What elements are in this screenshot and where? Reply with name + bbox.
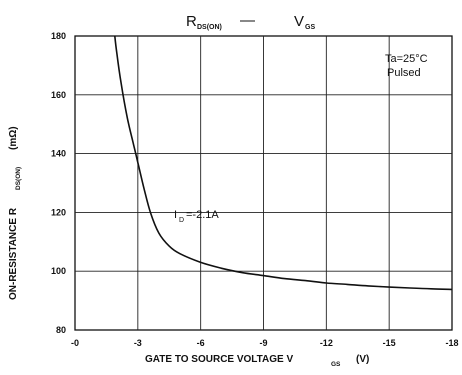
- grid-lines: [75, 36, 452, 330]
- y-axis-label: ON-RESISTANCE R: [8, 207, 19, 300]
- x-axis-label-subscript: GS: [331, 361, 341, 368]
- x-tick-label: -9: [259, 338, 267, 348]
- annotation-conditions: Ta=25°C Pulsed: [385, 53, 428, 79]
- y-axis-label-subscript: DS(ON): [15, 167, 22, 190]
- x-tick-label: -0: [71, 338, 79, 348]
- x-tick-label: -18: [445, 338, 458, 348]
- y-tick-labels: 80 100 120 140 160 180: [51, 31, 66, 335]
- y-tick-label: 160: [51, 90, 66, 100]
- x-tick-label: -6: [197, 338, 205, 348]
- x-axis-label: GATE TO SOURCE VOLTAGE V: [145, 354, 293, 365]
- annotation-pulsed: Pulsed: [387, 67, 421, 79]
- annotation-current-value: =-2.1A: [186, 209, 219, 221]
- annotation-current-subscript: D: [179, 217, 184, 224]
- chart-title-r-subscript: DS(ON): [197, 24, 222, 31]
- annotation-current: I D =-2.1A: [174, 209, 219, 224]
- x-tick-label: -15: [383, 338, 396, 348]
- y-tick-label: 100: [51, 266, 66, 276]
- chart-title-r: R: [186, 13, 197, 30]
- chart-title-v: V: [294, 13, 304, 30]
- chart-title-v-subscript: GS: [305, 24, 315, 31]
- y-tick-label: 180: [51, 31, 66, 41]
- x-axis-label-unit: (V): [356, 354, 369, 365]
- series-line: [114, 35, 453, 291]
- annotation-current-i: I: [174, 209, 177, 221]
- chart-title-dash: —: [240, 12, 255, 29]
- x-tick-label: -3: [134, 338, 142, 348]
- y-tick-label: 120: [51, 207, 66, 217]
- y-tick-label: 80: [56, 325, 66, 335]
- y-tick-label: 140: [51, 149, 66, 159]
- x-tick-labels: -0 -3 -6 -9 -12 -15 -18: [71, 338, 459, 348]
- annotation-temperature: Ta=25°C: [385, 53, 428, 65]
- y-axis-label-unit: (mΩ): [8, 126, 19, 150]
- x-tick-label: -12: [320, 338, 333, 348]
